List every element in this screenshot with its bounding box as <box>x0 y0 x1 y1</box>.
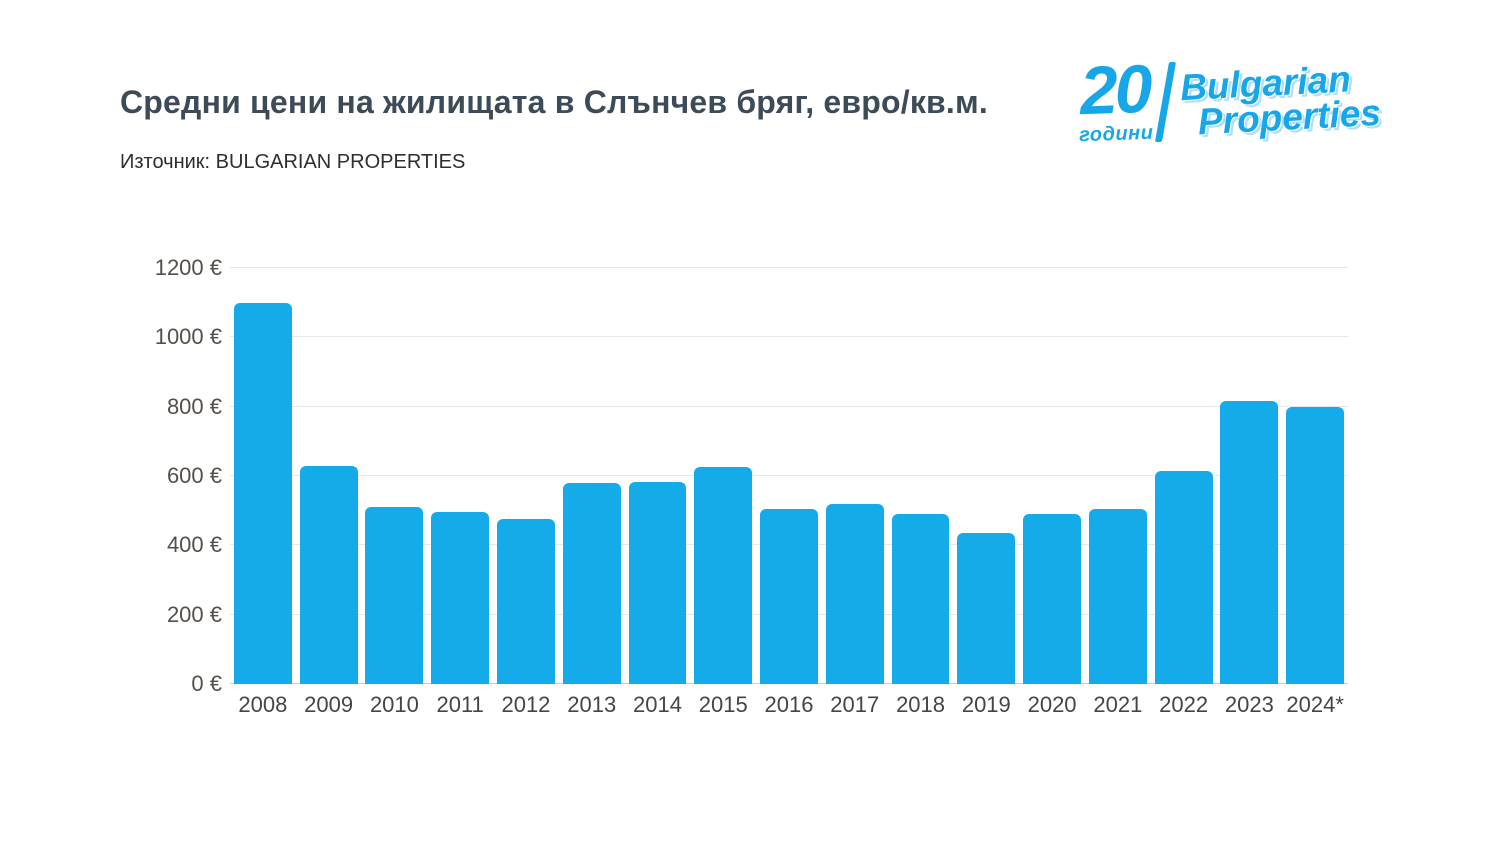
x-tick-2024*: 2024* <box>1286 692 1344 717</box>
bar-slot-2013 <box>559 268 625 684</box>
bar-2015 <box>694 467 753 684</box>
x-tick-2013: 2013 <box>567 692 617 717</box>
x-tick-2009: 2009 <box>304 692 354 717</box>
x-tick-2008: 2008 <box>238 692 288 717</box>
bar-2018 <box>891 514 950 684</box>
bar-2010 <box>365 507 424 684</box>
y-axis-labels: 0 € 200 € 400 € 600 € 800 € 1000 € 1200 € <box>95 257 222 695</box>
x-tick-2020: 2020 <box>1027 692 1077 717</box>
bar-slot-2019 <box>953 268 1019 684</box>
x-tick-2011: 2011 <box>436 692 484 717</box>
logo-divider <box>1155 62 1177 142</box>
page-title: Средни цени на жилищата в Слънчев бряг, … <box>120 84 988 120</box>
bar-2023 <box>1220 401 1279 684</box>
logo-brand-line2: Properties <box>1197 91 1383 143</box>
gridline-1200 <box>230 267 1348 268</box>
bar-2014 <box>628 482 687 684</box>
x-tick-2019: 2019 <box>961 692 1011 717</box>
bar-2020 <box>1023 514 1081 684</box>
x-tick-2012: 2012 <box>501 692 551 717</box>
bar-2011 <box>431 512 490 684</box>
bar-2022 <box>1154 470 1213 684</box>
x-tick-2016: 2016 <box>764 692 814 717</box>
bar-slot-2022 <box>1151 268 1217 684</box>
y-tick-0: 0 € <box>191 671 222 696</box>
x-tick-2017: 2017 <box>830 692 880 717</box>
x-tick-2021: 2021 <box>1093 692 1143 717</box>
bar-slot-2009 <box>296 268 362 684</box>
gridline-600 <box>230 475 1348 476</box>
plot-area <box>230 267 1348 684</box>
bar-slot-2014 <box>625 268 691 684</box>
bar-2016 <box>760 508 818 684</box>
bar-2012 <box>497 519 555 684</box>
bar-slot-2018 <box>888 268 954 684</box>
bar-slot-2017 <box>822 268 888 684</box>
source-label: Източник: BULGARIAN PROPERTIES <box>120 151 466 173</box>
bar-slot-2011 <box>427 268 493 684</box>
bar-slot-2023 <box>1216 268 1282 684</box>
bar-slot-2010 <box>362 268 428 684</box>
x-tick-2023: 2023 <box>1224 692 1274 717</box>
gridline-1000 <box>230 336 1348 338</box>
y-tick-1200: 1200 € <box>154 255 222 280</box>
bar-2021 <box>1088 508 1147 684</box>
bar-slot-2020 <box>1019 268 1085 684</box>
bars-row <box>230 268 1348 684</box>
logo-20-years-block: 20 години <box>1077 50 1154 147</box>
bulgarian-properties-logo: 20 години Bulgarian Properties <box>1077 50 1423 152</box>
bar-slot-2015 <box>690 268 756 684</box>
y-tick-400: 400 € <box>166 532 222 558</box>
logo-years-label: години <box>1078 121 1154 146</box>
bar-2008 <box>233 302 292 684</box>
y-tick-800: 800 € <box>166 393 222 419</box>
x-tick-2015: 2015 <box>698 692 748 717</box>
logo-number-20: 20 <box>1078 50 1151 129</box>
x-tick-2014: 2014 <box>633 692 682 717</box>
bar-slot-2021 <box>1085 268 1151 684</box>
bar-2024* <box>1286 406 1345 684</box>
bar-slot-2008 <box>230 268 296 684</box>
x-axis-labels: 2008 2009 2010 2011 2012 2013 2014 2015 2016 2017… <box>230 692 1348 718</box>
gridline-800 <box>230 405 1348 407</box>
y-tick-200: 200 € <box>166 601 222 627</box>
bar-slot-2024* <box>1282 268 1348 684</box>
bar-slot-2016 <box>756 268 822 684</box>
bar-2013 <box>562 482 621 684</box>
bar-2009 <box>299 465 358 684</box>
x-tick-2022: 2022 <box>1159 692 1209 717</box>
bar-2017 <box>825 503 884 684</box>
x-tick-2018: 2018 <box>896 692 946 717</box>
y-tick-600: 600 € <box>166 463 222 488</box>
bar-slot-2012 <box>493 268 559 684</box>
bar-2019 <box>957 533 1016 684</box>
y-tick-1000: 1000 € <box>154 324 222 350</box>
logo-brand-name: Bulgarian Properties <box>1179 58 1383 143</box>
x-tick-2010: 2010 <box>369 692 419 717</box>
